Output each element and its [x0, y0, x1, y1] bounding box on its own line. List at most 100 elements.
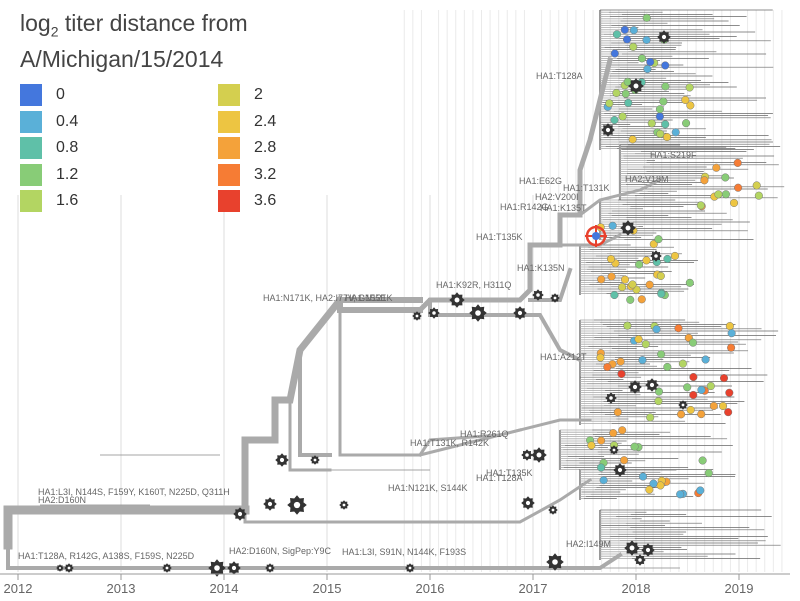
gear-icon	[624, 540, 640, 556]
gear-icon	[233, 507, 247, 521]
tip-point	[696, 486, 705, 495]
tip-point	[629, 42, 638, 51]
branch-label: HA1:R261Q	[460, 429, 509, 439]
gear-icon	[275, 453, 289, 467]
branch-label: HA1:N171K, HA2:I77V, G155E	[263, 293, 386, 303]
tip-point	[610, 49, 619, 58]
gear-icon	[412, 311, 422, 321]
x-tick-label: 2017	[519, 581, 548, 596]
legend-label: 0	[56, 86, 65, 103]
legend-item: 3.6	[218, 190, 276, 212]
gear-icon	[287, 495, 307, 515]
gear-icon	[428, 307, 440, 319]
branch-label: HA2:D160N, SigPep:Y9C	[229, 546, 332, 556]
legend-swatch	[218, 137, 240, 159]
tip-point	[706, 381, 715, 391]
legend-label: 2.4	[254, 112, 277, 130]
tip-point	[597, 436, 606, 445]
legend-swatch	[218, 163, 240, 186]
legend-swatch	[20, 84, 42, 106]
tip-point	[662, 132, 672, 142]
gear-icon	[546, 553, 564, 571]
x-tick-label: 2012	[4, 581, 33, 596]
tip-point	[603, 363, 612, 372]
tip-point	[697, 410, 706, 419]
legend-item: 3.2	[218, 163, 276, 186]
branch-label: HA1:T135K	[486, 468, 533, 478]
tip-point	[609, 429, 618, 438]
tip-point	[656, 271, 665, 281]
legend-item: 1.6	[20, 190, 78, 212]
tip-point	[683, 383, 692, 392]
reference-strain-marker	[585, 225, 607, 247]
branch-label: HA1:T131K	[563, 183, 610, 193]
gear-icon	[628, 78, 644, 94]
tip-point	[685, 278, 694, 287]
tip-point	[599, 476, 608, 485]
tip-point	[727, 343, 736, 352]
tip-point	[754, 191, 763, 200]
tip-point	[608, 221, 617, 230]
branch-label: HA2:V200I	[535, 192, 579, 202]
legend-label: 0.4	[56, 112, 79, 130]
gear-icon	[641, 543, 655, 557]
x-tick-label: 2016	[416, 581, 445, 596]
tip-point	[661, 120, 670, 129]
x-tick-label: 2014	[210, 581, 239, 596]
tip-point	[618, 283, 627, 292]
tip-point	[657, 350, 666, 359]
branch-label: HA1:T128A, R142G, A138S, F159S, N225D	[18, 551, 195, 561]
tip-point	[721, 190, 730, 199]
tip-point	[677, 410, 686, 419]
tip-point	[620, 456, 629, 465]
tip-point	[678, 359, 687, 368]
backbone-branch	[528, 267, 573, 302]
gear-icon	[601, 123, 615, 137]
branch-label: HA1:K92R, H311Q	[436, 280, 511, 290]
gear-icon	[513, 306, 527, 320]
legend-item: 1.2	[20, 163, 79, 186]
gear-icon	[521, 449, 533, 461]
legend-swatch	[218, 84, 240, 106]
tip-point	[714, 190, 723, 199]
tip-point	[628, 135, 637, 144]
tip-point	[661, 61, 670, 70]
branch-label: HA1:A212T	[540, 352, 587, 362]
legend-item: 2.8	[218, 137, 276, 159]
legend-label: 1.2	[56, 165, 79, 183]
tip-point	[618, 112, 627, 121]
legend-swatch	[20, 190, 42, 212]
legend-item: 2.4	[218, 110, 277, 133]
tip-point	[612, 30, 621, 39]
tip-point	[637, 54, 647, 63]
tip-point	[671, 128, 680, 137]
tip-point	[649, 240, 658, 249]
tip-point	[686, 405, 695, 415]
tip-point	[730, 198, 739, 207]
tip-point	[616, 357, 625, 366]
tip-point	[674, 324, 683, 333]
tip-points	[586, 13, 763, 499]
tip-point	[652, 325, 661, 334]
branch-label: HA1:E62G	[519, 176, 562, 186]
tip-point	[634, 335, 643, 344]
tip-point	[697, 385, 706, 394]
tip-point	[645, 280, 654, 289]
legend-item: 0.8	[20, 137, 78, 159]
tip-point	[663, 362, 672, 372]
tip-point	[596, 353, 605, 362]
backbone-branch	[3, 505, 250, 550]
legend-item: 2	[218, 84, 263, 106]
tip-point	[654, 387, 663, 396]
backbone-branch	[298, 348, 332, 457]
tip-point	[617, 369, 626, 379]
gear-icon	[162, 563, 172, 573]
legend-label: 0.8	[56, 139, 79, 156]
tip-point	[597, 275, 606, 284]
legend-label: 3.6	[254, 192, 277, 209]
branch-label: HA1:R142G	[500, 202, 549, 212]
gear-icon	[678, 400, 688, 410]
tip-point	[641, 340, 650, 349]
tip-point	[733, 158, 742, 167]
